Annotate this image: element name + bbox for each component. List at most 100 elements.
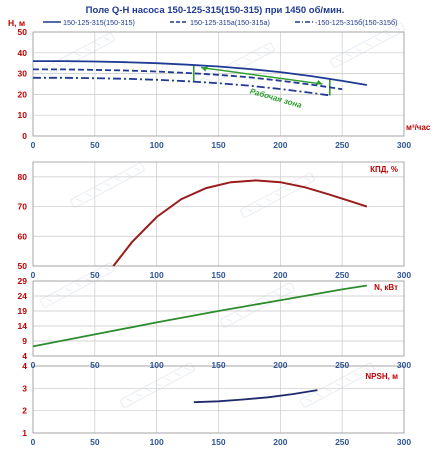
x-tick-label: 150 bbox=[211, 360, 225, 370]
series-layer bbox=[32, 60, 368, 404]
watermark-band bbox=[330, 22, 405, 68]
x-tick-label: 150 bbox=[211, 437, 225, 447]
npsh-line bbox=[193, 389, 318, 404]
watermark-band bbox=[120, 362, 195, 408]
watermark-stroke bbox=[114, 177, 122, 182]
watermark-band bbox=[70, 162, 145, 208]
watermark-stroke bbox=[304, 177, 311, 182]
watermark-stroke bbox=[335, 382, 342, 387]
qh-series-line-2 bbox=[33, 76, 330, 97]
watermark-7 bbox=[120, 362, 195, 408]
x-tick-label: 50 bbox=[90, 140, 100, 150]
watermark-layer bbox=[40, 22, 405, 408]
watermark-stroke bbox=[244, 57, 252, 62]
y-tick-label: 9 bbox=[22, 336, 27, 346]
legend-label-1: 150-125-315а(150-315а) bbox=[190, 18, 270, 27]
watermark-stroke bbox=[205, 78, 213, 83]
legend-label-2: -150-125-315б(150-315б) bbox=[315, 18, 398, 27]
x-tick-label: 50 bbox=[90, 437, 100, 447]
watermark-stroke bbox=[105, 182, 112, 187]
watermark-4 bbox=[240, 172, 315, 218]
watermark-stroke bbox=[164, 377, 172, 382]
watermark-band bbox=[300, 362, 375, 408]
x-tick-label: 50 bbox=[90, 270, 100, 280]
x-tick-label: 100 bbox=[150, 437, 164, 447]
x-tick-label: 0 bbox=[31, 437, 36, 447]
y-tick-label: 2 bbox=[22, 406, 27, 416]
watermark-stroke bbox=[104, 37, 111, 42]
watermark-stroke bbox=[225, 68, 232, 72]
work-zone-arrow-line bbox=[201, 66, 323, 85]
y-tick-label: 50 bbox=[18, 261, 28, 271]
watermark-stroke bbox=[345, 53, 353, 57]
watermark-stroke bbox=[75, 282, 82, 287]
y-tick-label: 50 bbox=[18, 27, 28, 37]
watermark-stroke bbox=[335, 58, 343, 63]
y-tick-label: 40 bbox=[18, 48, 28, 58]
watermark-band bbox=[200, 42, 275, 88]
watermark-stroke bbox=[104, 267, 111, 272]
watermark-band bbox=[220, 282, 295, 328]
watermark-stroke bbox=[264, 297, 272, 302]
y-tick-label: 3 bbox=[22, 383, 27, 393]
watermark-stroke bbox=[124, 172, 131, 177]
watermark-stroke bbox=[384, 32, 391, 37]
watermark-6 bbox=[220, 282, 295, 328]
x-tick-label: 150 bbox=[211, 270, 225, 280]
watermark-8 bbox=[300, 362, 375, 408]
work-zone-arrowhead-left bbox=[201, 66, 209, 72]
x-axis-label: м³/час bbox=[406, 123, 431, 132]
watermark-stroke bbox=[84, 47, 92, 52]
watermark-band bbox=[40, 32, 115, 78]
y-tick-label: 20 bbox=[18, 89, 28, 99]
plot-frame bbox=[32, 31, 405, 137]
x-tick-label: 300 bbox=[397, 360, 411, 370]
x-tick-label: 200 bbox=[273, 270, 287, 280]
x-tick-label: 150 bbox=[211, 140, 225, 150]
watermark-stroke bbox=[265, 198, 272, 202]
watermark-stroke bbox=[94, 42, 101, 47]
power-label: N, кВт bbox=[374, 283, 398, 292]
watermark-stroke bbox=[344, 377, 352, 382]
watermark-2 bbox=[330, 22, 405, 68]
x-tick-label: 50 bbox=[90, 360, 100, 370]
watermark-stroke bbox=[355, 48, 362, 52]
power-line bbox=[32, 284, 368, 348]
y-tick-label: 70 bbox=[18, 202, 28, 212]
y-tick-label: 0 bbox=[22, 131, 27, 141]
watermark-stroke bbox=[45, 298, 53, 303]
x-tick-label: 300 bbox=[397, 437, 411, 447]
watermark-stroke bbox=[135, 393, 143, 397]
watermark-stroke bbox=[184, 367, 191, 372]
chart-title: Поле Q-H насоса 150-125-315(150-315) при… bbox=[86, 5, 345, 16]
watermark-stroke bbox=[284, 187, 292, 192]
watermark-stroke bbox=[394, 27, 401, 32]
y-tick-label: 60 bbox=[18, 231, 28, 241]
qh-series-line-1 bbox=[33, 68, 343, 91]
watermark-stroke bbox=[225, 318, 233, 323]
watermark-stroke bbox=[245, 208, 253, 213]
watermark-stroke bbox=[374, 37, 382, 42]
watermark-stroke bbox=[354, 372, 361, 377]
plot-frame bbox=[32, 365, 405, 434]
watermark-stroke bbox=[274, 292, 281, 297]
x-tick-label: 100 bbox=[150, 360, 164, 370]
watermark-stroke bbox=[315, 393, 323, 397]
y-tick-label: 19 bbox=[18, 306, 28, 316]
plot-frame bbox=[32, 280, 405, 357]
watermark-stroke bbox=[65, 288, 72, 292]
x-tick-label: 300 bbox=[397, 270, 411, 280]
watermark-stroke bbox=[254, 52, 261, 57]
y-tick-label: 10 bbox=[18, 110, 28, 120]
watermark-stroke bbox=[94, 272, 101, 277]
watermark-stroke bbox=[95, 188, 102, 192]
watermark-stroke bbox=[284, 287, 291, 292]
x-tick-label: 250 bbox=[335, 140, 349, 150]
legend-label-0: 150-125-315(150-315) bbox=[63, 18, 135, 27]
y-tick-label: 80 bbox=[18, 172, 28, 182]
y-tick-label: 14 bbox=[18, 321, 28, 331]
watermark-stroke bbox=[235, 62, 242, 67]
x-tick-label: 200 bbox=[273, 360, 287, 370]
y-tick-label: 30 bbox=[18, 69, 28, 79]
